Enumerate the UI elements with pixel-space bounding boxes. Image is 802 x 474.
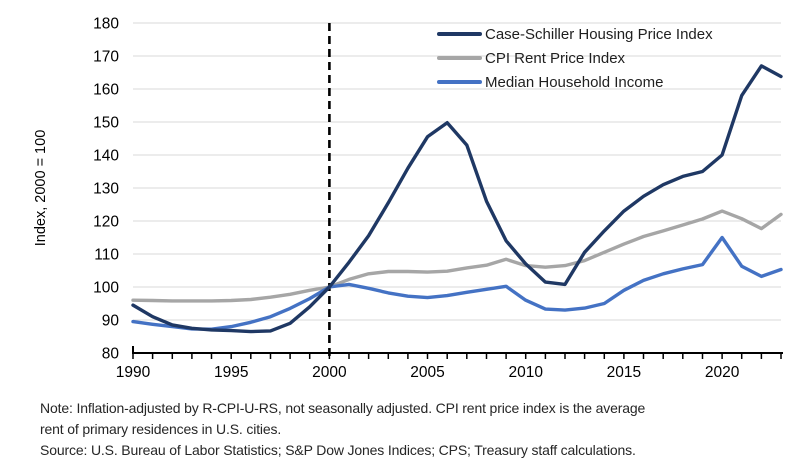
y-tick-label-80: 80 (102, 346, 120, 363)
x-tick-label-2020: 2020 (705, 364, 740, 381)
series-line-0 (131, 64, 783, 334)
footnote-line-3: Source: U.S. Bureau of Labor Statistics;… (40, 442, 636, 458)
legend-swatch-case-schiller (437, 31, 482, 37)
footnote: Note: Inflation-adjusted by R-CPI-U-RS, … (40, 398, 790, 461)
y-tick-label-90: 90 (102, 313, 120, 330)
legend-label-cpi-rent: CPI Rent Price Index (485, 49, 626, 67)
x-tick-label-2010: 2010 (508, 364, 543, 381)
x-axis (132, 346, 783, 359)
y-axis-tick-labels: 80 90 100 110 120 130 140 150 160 170 180 (93, 16, 119, 363)
legend-label-median-income: Median Household Income (485, 73, 664, 91)
y-tick-label-140: 140 (93, 148, 119, 165)
legend-swatch-median-income (437, 79, 482, 85)
y-tick-label-150: 150 (93, 115, 119, 132)
y-tick-label-110: 110 (94, 247, 119, 264)
legend-item-cpi-rent: CPI Rent Price Index (437, 46, 713, 70)
y-tick-label-170: 170 (93, 49, 119, 66)
series-line-2 (131, 235, 783, 331)
footnote-line-2: rent of primary residences in U.S. citie… (40, 421, 282, 437)
x-tick-label-1995: 1995 (214, 364, 248, 381)
legend: Case-Schiller Housing Price Index CPI Re… (437, 22, 713, 94)
y-tick-label-120: 120 (93, 214, 119, 231)
chart-canvas: 1990 1995 2000 2005 2010 2015 2020 80 90 100 110 1… (33, 16, 783, 381)
x-tick-label-1990: 1990 (116, 364, 151, 381)
legend-item-median-income: Median Household Income (437, 70, 713, 94)
y-tick-label-130: 130 (93, 181, 119, 198)
y-axis-title: Index, 2000 = 100 (33, 130, 49, 247)
x-tick-label-2005: 2005 (410, 364, 444, 381)
x-tick-label-2015: 2015 (607, 364, 641, 381)
series-lines (131, 64, 783, 334)
footnote-line-1: Note: Inflation-adjusted by R-CPI-U-RS, … (40, 400, 646, 416)
legend-swatch-cpi-rent (437, 55, 482, 61)
x-tick-label-2000: 2000 (312, 364, 347, 381)
series-line-1 (131, 209, 783, 303)
legend-label-case-schiller: Case-Schiller Housing Price Index (485, 25, 713, 43)
y-tick-label-100: 100 (93, 280, 119, 297)
legend-item-case-schiller: Case-Schiller Housing Price Index (437, 22, 713, 46)
y-tick-label-180: 180 (93, 16, 119, 33)
y-tick-label-160: 160 (93, 82, 119, 99)
x-axis-tick-labels: 1990 1995 2000 2005 2010 2015 2020 (116, 364, 740, 381)
